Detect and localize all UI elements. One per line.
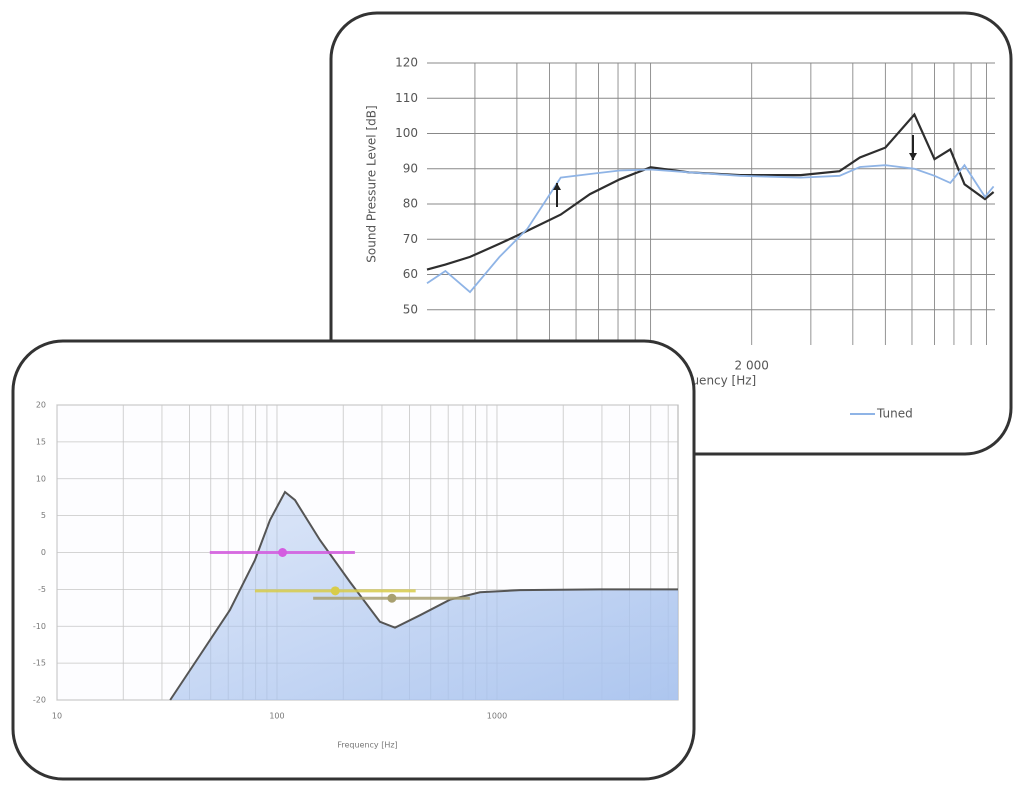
arrow-head <box>553 183 561 190</box>
y-tick-label: -5 <box>38 585 46 594</box>
y-tick-label: 70 <box>403 232 418 246</box>
point <box>387 593 397 603</box>
y-tick-label: 10 <box>36 474 46 483</box>
y-tick-label: -15 <box>33 659 46 668</box>
y-tick-label: 80 <box>403 197 418 211</box>
y-tick-label: 50 <box>403 302 418 316</box>
y-tick-label: 20 <box>36 401 46 410</box>
area-line <box>169 490 678 701</box>
arrow-head <box>909 153 917 160</box>
y-tick-label: 5 <box>41 511 46 520</box>
point <box>330 586 340 596</box>
x-axis-title: Frequency [Hz] <box>337 741 397 750</box>
point <box>278 548 288 557</box>
x-tick-label: 100 <box>269 712 284 721</box>
y-tick-label: 60 <box>403 267 418 281</box>
area-fill <box>170 492 678 700</box>
y-tick-label: 0 <box>41 548 46 557</box>
legend-label: Tuned <box>876 407 913 421</box>
line <box>426 163 995 294</box>
x-tick-label: 10 <box>52 712 62 721</box>
y-tick-label: 110 <box>395 91 418 105</box>
y-tick-label: 120 <box>395 56 418 70</box>
x-tick-label: 2 000 <box>735 359 769 373</box>
y-tick-label: -20 <box>33 696 46 705</box>
x-tick-label: 1000 <box>487 712 507 721</box>
y-tick-label: 15 <box>36 437 46 446</box>
y-tick-label: -10 <box>33 622 46 631</box>
y-axis-title: Sound Pressure Level [dB] <box>365 105 379 262</box>
chart-panel: -20 -15 -10 -5 0 5 10 15 20 10 100 1000 Frequency [H… <box>11 339 696 781</box>
y-tick-label: 90 <box>403 161 418 175</box>
y-tick-label: 100 <box>395 126 418 140</box>
